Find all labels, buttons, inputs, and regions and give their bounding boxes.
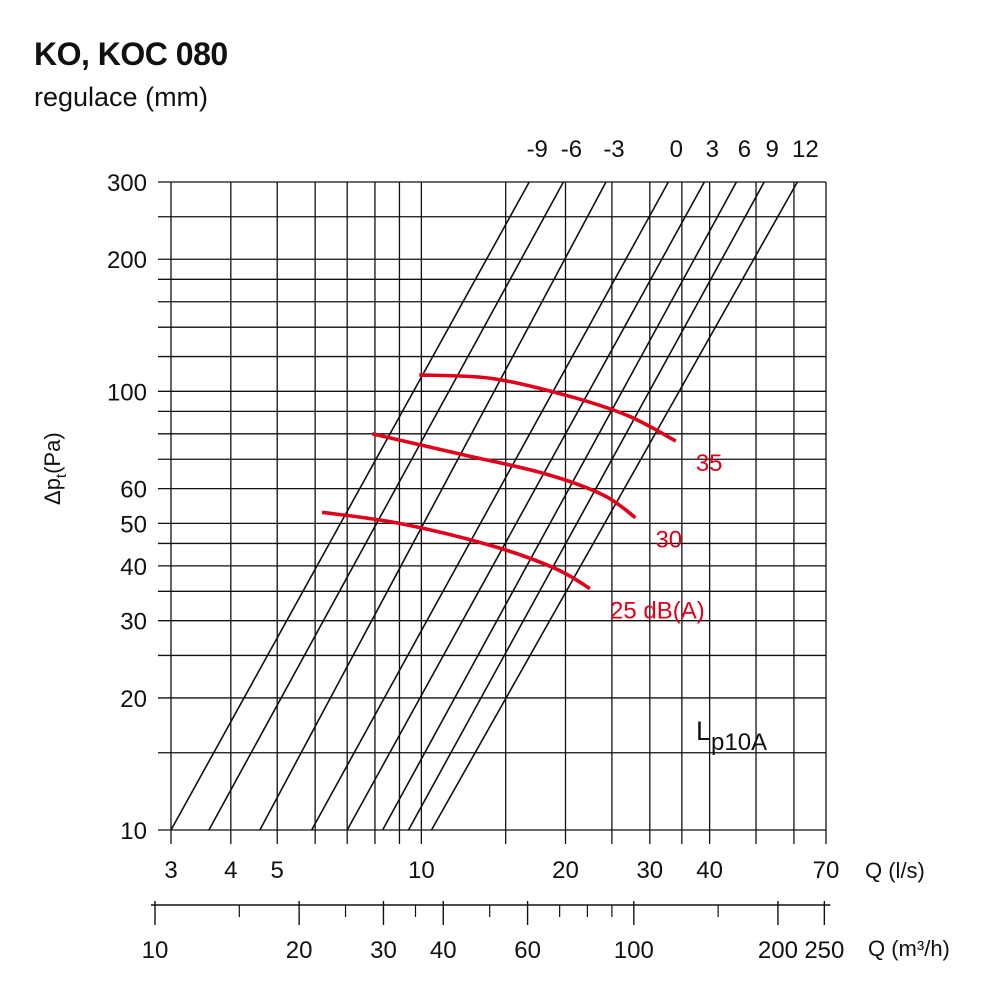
- y-tick-label: 200: [107, 247, 147, 274]
- noise-curve: [419, 373, 677, 443]
- x-tick-label: 4: [224, 857, 237, 884]
- regulation-line: [259, 182, 607, 830]
- x2-tick-label: 200: [758, 937, 798, 964]
- regulation-label: 6: [738, 136, 751, 163]
- y-axis-label: Δpt(Pa): [40, 432, 70, 505]
- regulation-line: [381, 182, 738, 830]
- x-tick-label: 5: [271, 857, 284, 884]
- regulation-line: [310, 182, 670, 830]
- y-tick-label: 100: [107, 379, 147, 406]
- regulation-label: -6: [561, 136, 582, 163]
- annotation-lp10a: Lp10A: [696, 716, 767, 756]
- x2-tick-label: 20: [286, 937, 313, 964]
- regulation-label: 12: [792, 136, 819, 163]
- annotation-sub: p10A: [711, 729, 767, 756]
- x-tick-label: 20: [552, 857, 579, 884]
- chart-subtitle: regulace (mm): [34, 82, 209, 112]
- y-axis-label-unit: (Pa): [40, 432, 65, 474]
- svg-text:Δpt(Pa): Δpt(Pa): [40, 432, 70, 505]
- x2-tick-label: 40: [430, 937, 457, 964]
- noise-curve: [321, 510, 591, 591]
- y-axis-label-main: Δp: [40, 478, 65, 505]
- regulation-line: [171, 182, 530, 830]
- regulation-label: -9: [527, 136, 548, 163]
- regulation-label: -3: [603, 136, 624, 163]
- y-tick-label: 300: [107, 170, 147, 197]
- x-tick-label: 10: [408, 857, 435, 884]
- y-axis-label-sub: t: [53, 473, 70, 478]
- y-tick-label: 40: [120, 554, 147, 581]
- x-axis-label: Q (l/s): [865, 858, 925, 883]
- regulation-lines: [171, 182, 799, 830]
- y-tick-label: 10: [120, 818, 147, 845]
- y-tick-label: 30: [120, 609, 147, 636]
- x-tick-label: 3: [164, 857, 177, 884]
- x-tick-label: 70: [813, 857, 840, 884]
- y-tick-label: 50: [120, 511, 147, 538]
- regulation-line: [208, 182, 565, 830]
- regulation-label: 3: [706, 136, 719, 163]
- noise-curve: [371, 432, 637, 520]
- regulation-label: 9: [766, 136, 779, 163]
- noise-curve-label: 25 dB(A): [610, 598, 705, 625]
- y-tick-label: 60: [120, 477, 147, 504]
- grid: [150, 181, 831, 925]
- regulation-line: [430, 182, 799, 830]
- x2-tick-label: 250: [804, 937, 844, 964]
- y-tick-label: 20: [120, 686, 147, 713]
- x2-tick-label: 10: [142, 937, 169, 964]
- regulation-label: 0: [670, 136, 683, 163]
- regulation-line: [407, 182, 765, 830]
- noise-curve-label: 30: [655, 527, 682, 554]
- x-tick-label: 30: [636, 857, 663, 884]
- noise-curve-label: 35: [696, 450, 723, 477]
- x2-tick-label: 30: [370, 937, 397, 964]
- noise-curves: 35 30 25 dB(A): [321, 373, 723, 625]
- x-tick-label: 40: [696, 857, 723, 884]
- regulation-line: [346, 182, 706, 830]
- x2-tick-label: 60: [514, 937, 541, 964]
- annotation-main: L: [696, 716, 711, 746]
- x2-tick-label: 100: [614, 937, 654, 964]
- chart-title: KO, KOC 080: [34, 36, 228, 72]
- x2-axis-label: Q (m³/h): [868, 936, 950, 961]
